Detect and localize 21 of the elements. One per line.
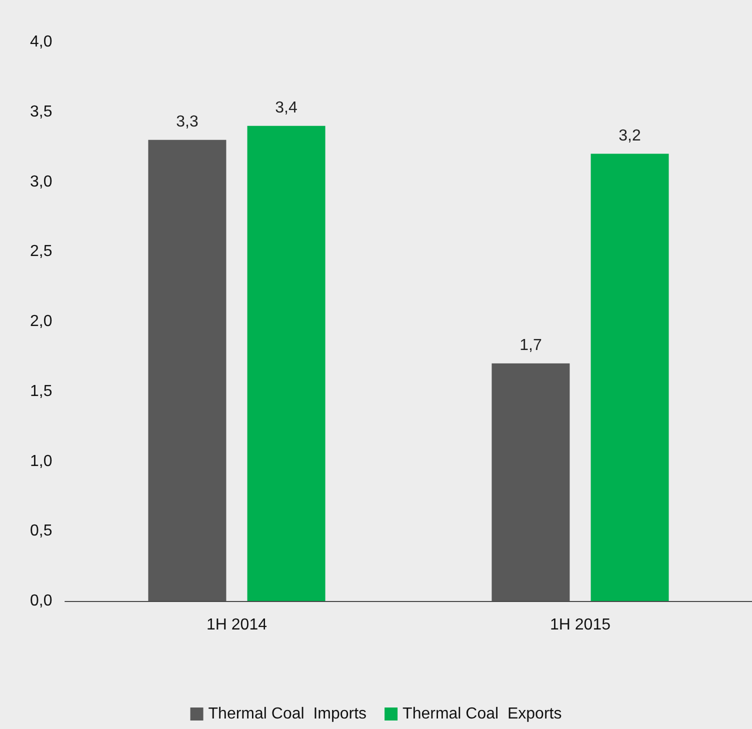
data-label: 3,2	[618, 127, 641, 144]
x-tick-label: 1H 2015	[550, 616, 611, 634]
y-tick-label: 1,5	[30, 382, 52, 400]
data-label: 3,4	[275, 99, 298, 116]
legend-label: Thermal Coal Exports	[402, 706, 562, 722]
y-tick-label: 3,0	[30, 173, 52, 190]
legend-label: Thermal Coal Imports	[208, 706, 367, 722]
y-tick-label: 2,0	[30, 313, 52, 330]
bar	[247, 126, 326, 601]
y-tick-label: 4,0	[30, 34, 52, 50]
x-tick-label: 1H 2014	[206, 616, 268, 634]
data-label: 3,3	[176, 113, 198, 130]
bar	[148, 140, 226, 601]
y-tick-label: 0,0	[30, 592, 52, 610]
y-tick-label: 0,5	[30, 522, 52, 540]
bar	[492, 363, 570, 601]
data-label: 1,7	[520, 336, 542, 354]
y-tick-label: 2,5	[30, 243, 52, 260]
y-tick-label: 1,0	[30, 452, 52, 470]
bar	[590, 154, 669, 601]
y-tick-label: 3,5	[30, 103, 52, 120]
